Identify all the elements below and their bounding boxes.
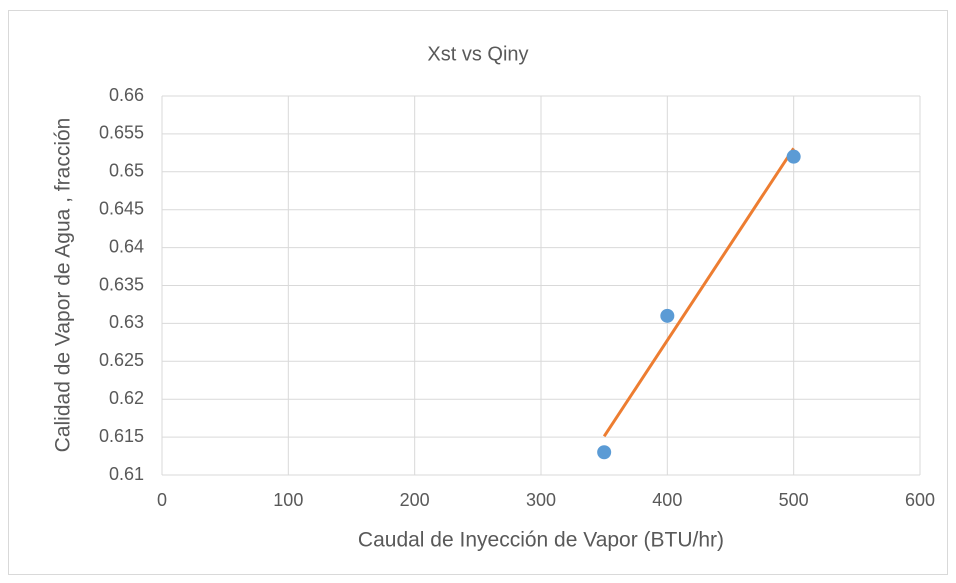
y-axis-label: Calidad de Vapor de Agua , fracción [52, 118, 75, 453]
y-tick-label: 0.615 [99, 426, 144, 446]
x-tick-label: 0 [157, 490, 167, 510]
x-tick-label: 300 [526, 490, 556, 510]
chart-title: Xst vs Qiny [427, 43, 528, 65]
data-point [786, 149, 801, 164]
y-tick-label: 0.66 [109, 85, 144, 105]
y-tick-label: 0.62 [109, 388, 144, 408]
y-tick-label: 0.65 [109, 161, 144, 181]
x-tick-label: 200 [400, 490, 430, 510]
x-tick-label: 600 [905, 490, 935, 510]
y-tick-label: 0.63 [109, 312, 144, 332]
y-tick-label: 0.625 [99, 350, 144, 370]
trendline [602, 147, 795, 438]
data-point [597, 445, 612, 460]
x-tick-label: 400 [652, 490, 682, 510]
y-tick-label: 0.64 [109, 236, 144, 256]
y-tick-label: 0.61 [109, 464, 144, 484]
y-tick-label: 0.655 [99, 123, 144, 143]
data-point [660, 308, 675, 323]
y-tick-label: 0.635 [99, 274, 144, 294]
y-tick-label: 0.645 [99, 198, 144, 218]
x-axis-label: Caudal de Inyección de Vapor (BTU/hr) [358, 529, 724, 552]
x-tick-label: 500 [779, 490, 809, 510]
chart-frame [8, 10, 948, 575]
x-tick-label: 100 [273, 490, 303, 510]
